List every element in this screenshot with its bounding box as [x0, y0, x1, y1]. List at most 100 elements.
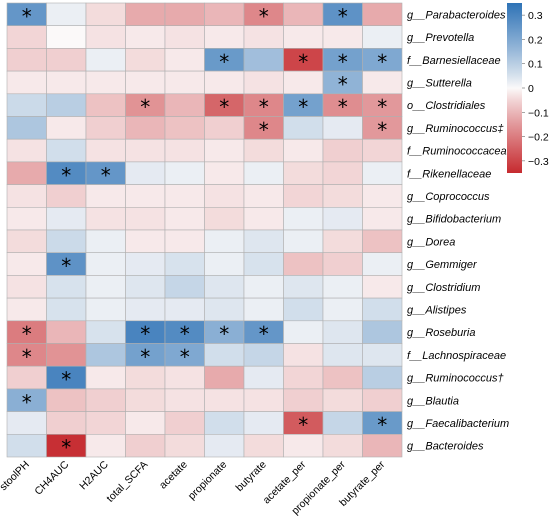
cell-g-sutterella-total-scfa [125, 70, 166, 95]
significance-star: * [101, 163, 111, 187]
row-label-f-lachnospiraceae: f__Lachnospiraceae [407, 350, 506, 362]
cell-g-ruminococcus-propionate-per [322, 116, 363, 140]
cell-g-faecalibacterium-acetate [164, 411, 205, 435]
cell-g-sutterella-butyrate [243, 70, 284, 95]
cell-g-faecalibacterium-ch4auc [46, 411, 87, 435]
cell-g-dorea-h2auc [85, 229, 126, 254]
cell-g-ruminococcus-propionate-per [322, 365, 363, 390]
cell-g-roseburia-h2auc [85, 320, 126, 344]
cell-g-prevotella-propionate-per [322, 25, 363, 49]
cell-g-coprococcus-acetate-per [283, 184, 324, 208]
column-label-propionate: propionate [186, 459, 230, 503]
cell-g-sutterella-acetate [164, 70, 205, 95]
significance-star: * [298, 413, 308, 437]
cell-f-ruminococcaceae-acetate-per [283, 138, 324, 163]
column-label-stoolph: stoolPH [0, 459, 32, 493]
significance-star: * [259, 95, 269, 119]
cell-f-lachnospiraceae-propionate [204, 343, 245, 367]
cell-g-prevotella-total-scfa [125, 25, 166, 49]
colorbar-tick-label: −0.2 [528, 132, 549, 144]
colorbar-tick-label: 0.1 [528, 59, 543, 71]
significance-star: * [377, 95, 387, 119]
significance-star: * [338, 4, 348, 28]
cell-g-prevotella-stoolph [6, 25, 47, 49]
cell-g-parabacteroides-butyrate-per [362, 2, 403, 27]
cell-o-clostridiales-h2auc [85, 93, 126, 117]
cell-f-lachnospiraceae-h2auc [85, 343, 126, 367]
cell-g-ruminococcus-h2auc [85, 116, 126, 140]
significance-star: * [61, 163, 71, 187]
cell-f-barnesiellaceae-stoolph [6, 48, 47, 72]
significance-star: * [377, 413, 387, 437]
cell-g-clostridium-acetate [164, 275, 205, 299]
cell-g-sutterella-butyrate-per [362, 70, 403, 95]
row-label-g-gemmiger: g__Gemmiger [407, 259, 478, 271]
cell-g-sutterella-acetate-per [283, 70, 324, 95]
cell-g-alistipes-h2auc [85, 297, 126, 322]
cell-g-dorea-butyrate [243, 229, 284, 254]
cell-f-barnesiellaceae-h2auc [85, 48, 126, 72]
cell-g-clostridium-stoolph [6, 275, 47, 299]
cell-g-ruminococcus-acetate [164, 365, 205, 390]
cell-g-alistipes-butyrate-per [362, 297, 403, 322]
cell-g-gemmiger-propionate [204, 252, 245, 276]
cell-f-lachnospiraceae-butyrate-per [362, 343, 403, 367]
cell-g-bacteroides-butyrate [243, 433, 284, 458]
significance-star: * [180, 322, 190, 346]
cell-o-clostridiales-ch4auc [46, 93, 87, 117]
cell-g-parabacteroides-h2auc [85, 2, 126, 27]
significance-markers: * * ** * * *** * * * * ** ** *** * * * ** * **** ** [22, 4, 388, 459]
cell-g-prevotella-acetate [164, 25, 205, 49]
cell-g-bacteroides-acetate [164, 433, 205, 458]
cell-g-bacteroides-total-scfa [125, 433, 166, 458]
cell-g-alistipes-propionate [204, 297, 245, 322]
row-label-f-rikenellaceae: f__Rikenellaceae [407, 168, 491, 180]
cell-f-rikenellaceae-butyrate-per [362, 161, 403, 185]
cell-g-blautia-h2auc [85, 388, 126, 412]
colorbar-tick-label: 0.2 [528, 34, 543, 46]
cell-g-gemmiger-acetate [164, 252, 205, 276]
cell-f-rikenellaceae-stoolph [6, 161, 47, 185]
cell-f-lachnospiraceae-butyrate [243, 343, 284, 367]
row-label-g-sutterella: g__Sutterella [407, 77, 472, 89]
cell-g-blautia-propionate [204, 388, 245, 412]
cell-g-parabacteroides-acetate-per [283, 2, 324, 27]
cell-g-sutterella-h2auc [85, 70, 126, 95]
significance-star: * [180, 345, 190, 369]
cell-g-blautia-butyrate-per [362, 388, 403, 412]
cell-g-blautia-acetate-per [283, 388, 324, 412]
column-label-total-scfa: total_SCFA [104, 459, 150, 505]
row-label-g-clostridium: g__Clostridium [407, 282, 480, 294]
cell-f-rikenellaceae-acetate [164, 161, 205, 185]
cell-g-clostridium-butyrate [243, 275, 284, 299]
cell-g-bacteroides-h2auc [85, 433, 126, 458]
cell-g-alistipes-acetate-per [283, 297, 324, 322]
cell-g-ruminococcus-acetate [164, 116, 205, 140]
significance-star: * [338, 95, 348, 119]
cell-g-gemmiger-butyrate [243, 252, 284, 276]
row-label-g-roseburia: g__Roseburia [407, 327, 476, 339]
cell-g-bacteroides-stoolph [6, 433, 47, 458]
cell-g-gemmiger-butyrate-per [362, 252, 403, 276]
row-label-g-coprococcus: g__Coprococcus [407, 191, 490, 203]
cell-g-ruminococcus-ch4auc [46, 116, 87, 140]
significance-star: * [259, 322, 269, 346]
cell-g-sutterella-ch4auc [46, 70, 87, 95]
cell-g-alistipes-total-scfa [125, 297, 166, 322]
cell-g-bifidobacterium-butyrate-per [362, 207, 403, 231]
cell-g-faecalibacterium-stoolph [6, 411, 47, 435]
cell-g-alistipes-ch4auc [46, 297, 87, 322]
cell-g-blautia-ch4auc [46, 388, 87, 412]
cell-g-bifidobacterium-propionate [204, 207, 245, 231]
cell-g-ruminococcus-propionate [204, 116, 245, 140]
cell-f-ruminococcaceae-ch4auc [46, 138, 87, 163]
cell-g-roseburia-acetate-per [283, 320, 324, 344]
cell-g-ruminococcus-stoolph [6, 116, 47, 140]
colorbar: 0.3 0.2 0.1 0 −0.1 −0.2 −0.3 [507, 3, 549, 173]
significance-star: * [338, 72, 348, 96]
cell-g-alistipes-propionate-per [322, 297, 363, 322]
cell-g-clostridium-ch4auc [46, 275, 87, 299]
cell-g-alistipes-stoolph [6, 297, 47, 322]
cell-f-ruminococcaceae-butyrate-per [362, 138, 403, 163]
cell-g-parabacteroides-ch4auc [46, 2, 87, 27]
